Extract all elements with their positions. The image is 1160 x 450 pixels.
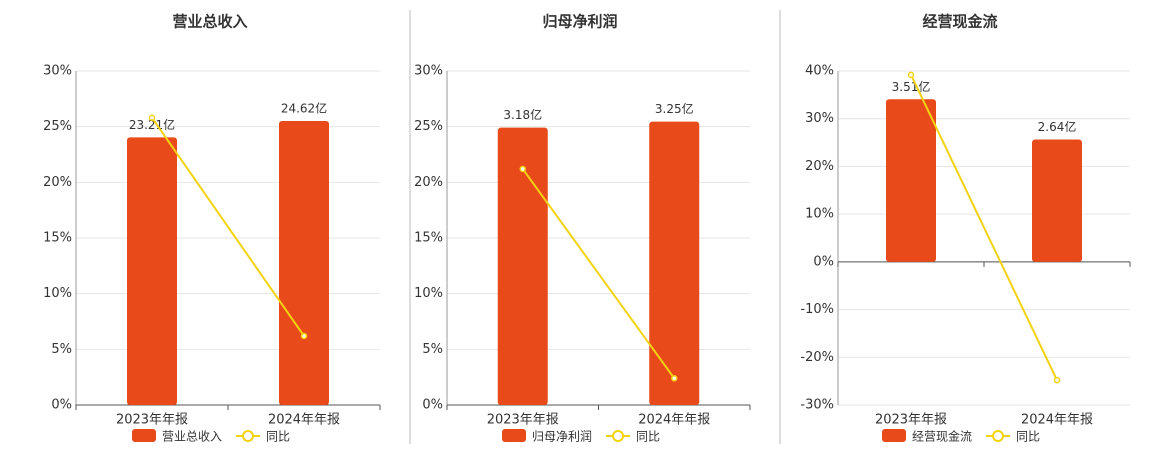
legend-swatch <box>612 430 625 442</box>
y-tick-label: 15% <box>414 231 443 246</box>
x-tick-label: 2023年年报 <box>487 413 559 428</box>
value-label: 24.62亿 <box>281 101 327 116</box>
bar <box>497 127 548 405</box>
value-label: 3.18亿 <box>503 107 542 122</box>
x-tick-label: 2024年年报 <box>638 413 710 428</box>
x-tick-label: 2024年年报 <box>1021 413 1093 428</box>
legend-label: 同比 <box>1016 430 1040 444</box>
line-point <box>1053 376 1061 384</box>
legend-swatch <box>882 429 906 442</box>
y-tick-label: 0% <box>813 254 834 269</box>
legend-swatch <box>992 430 1005 442</box>
value-label: 3.25亿 <box>655 101 694 116</box>
y-tick-label: 30% <box>805 111 834 126</box>
line-point <box>519 165 526 173</box>
line <box>521 168 676 379</box>
y-tick-label: 10% <box>43 286 72 301</box>
y-tick-label: 10% <box>805 207 834 222</box>
chart-title: 营业总收入 <box>172 13 247 31</box>
line-point <box>300 332 308 340</box>
bar <box>127 137 177 405</box>
line <box>151 117 305 337</box>
chart-title: 经营现金流 <box>922 13 997 31</box>
y-tick-label: 30% <box>414 64 443 79</box>
y-tick-label: 5% <box>422 342 443 357</box>
y-tick-label: 10% <box>414 286 443 301</box>
bar <box>1032 139 1082 262</box>
y-tick-label: 5% <box>51 342 72 357</box>
legend-swatch <box>132 429 156 442</box>
value-label: 3.51亿 <box>892 79 931 94</box>
legend-swatch <box>502 429 526 442</box>
y-tick-label: -30% <box>800 398 834 413</box>
value-label: 23.21亿 <box>129 117 175 132</box>
line-point <box>148 114 156 122</box>
line <box>910 74 1058 381</box>
y-tick-label: 25% <box>414 119 443 134</box>
chart-title: 归母净利润 <box>542 13 617 31</box>
x-tick-label: 2024年年报 <box>268 413 340 428</box>
legend-label: 同比 <box>636 430 660 444</box>
y-tick-label: -10% <box>800 302 834 317</box>
y-tick-label: 0% <box>422 398 443 413</box>
x-tick-label: 2023年年报 <box>116 413 188 428</box>
y-tick-label: 20% <box>805 159 834 174</box>
x-tick-label: 2023年年报 <box>875 413 947 428</box>
bar <box>279 121 329 406</box>
legend-label: 营业总收入 <box>162 430 222 444</box>
legend-label: 同比 <box>266 430 290 444</box>
line-point <box>671 375 678 382</box>
y-tick-label: 25% <box>43 119 72 134</box>
y-tick-label: 40% <box>805 64 834 79</box>
legend-swatch <box>242 430 255 442</box>
bar <box>649 121 700 405</box>
y-tick-label: -20% <box>800 350 834 365</box>
bar <box>886 99 936 262</box>
y-tick-label: 15% <box>43 231 72 246</box>
y-tick-label: 30% <box>43 64 72 79</box>
legend-label: 归母净利润 <box>532 430 592 444</box>
y-tick-label: 20% <box>414 175 443 190</box>
value-label: 2.64亿 <box>1038 119 1077 134</box>
legend-label: 经营现金流 <box>912 429 972 444</box>
y-tick-label: 20% <box>43 175 72 190</box>
y-tick-label: 0% <box>51 398 72 413</box>
line-point <box>907 71 915 79</box>
